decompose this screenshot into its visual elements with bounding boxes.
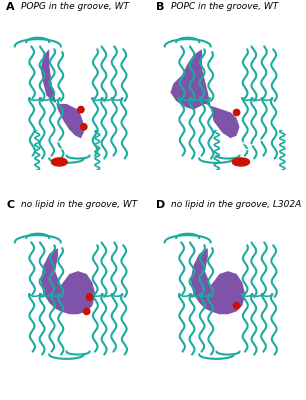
Circle shape [86, 294, 93, 300]
Text: A: A [6, 2, 15, 12]
Circle shape [80, 124, 87, 130]
Polygon shape [41, 49, 84, 138]
Text: POPC in the groove, WT: POPC in the groove, WT [171, 2, 278, 11]
Text: C: C [6, 200, 14, 210]
Polygon shape [191, 248, 245, 314]
Text: no lipid in the groove, L302A: no lipid in the groove, L302A [171, 200, 301, 209]
Circle shape [233, 302, 240, 309]
Circle shape [233, 109, 240, 116]
Polygon shape [170, 49, 240, 138]
Circle shape [78, 106, 84, 113]
Text: D: D [156, 200, 165, 210]
Text: B: B [156, 2, 164, 12]
Text: no lipid in the groove, WT: no lipid in the groove, WT [21, 200, 137, 209]
Circle shape [84, 308, 90, 314]
Polygon shape [41, 248, 95, 314]
Text: POPG in the groove, WT: POPG in the groove, WT [21, 2, 129, 11]
